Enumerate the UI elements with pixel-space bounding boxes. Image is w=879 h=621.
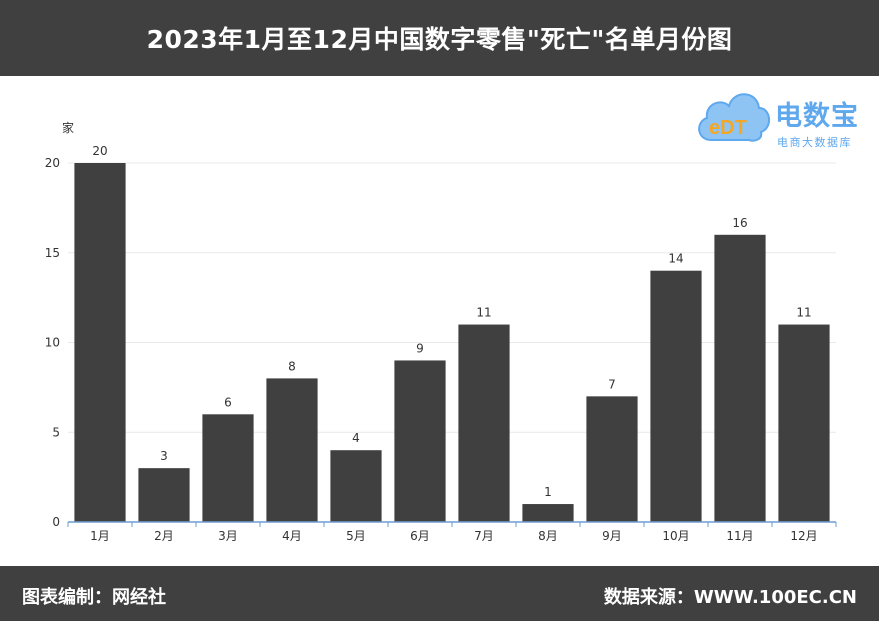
bar (330, 450, 382, 522)
y-tick-label: 5 (52, 425, 60, 439)
bar (138, 468, 190, 522)
y-axis-unit-label: 家 (62, 120, 74, 135)
x-tick-label: 8月 (538, 529, 558, 543)
bar (394, 360, 446, 522)
y-tick-label: 10 (45, 336, 60, 350)
bar-value-label: 9 (416, 341, 424, 355)
bar-value-label: 20 (92, 144, 107, 158)
bar-value-label: 4 (352, 431, 360, 445)
bar-value-label: 7 (608, 377, 616, 391)
bar (778, 324, 830, 522)
logo-mark: eDT (709, 117, 747, 139)
chart-title-bar: 2023年1月至12月中国数字零售"死亡"名单月份图 (0, 0, 879, 76)
x-tick-label: 10月 (662, 529, 689, 543)
bar (74, 163, 126, 522)
bar (458, 324, 510, 522)
x-tick-label: 9月 (602, 529, 622, 543)
bar-value-label: 8 (288, 359, 296, 373)
logo-subtext: 电商大数据库 (777, 136, 852, 149)
bar (266, 378, 318, 522)
footer-credit: 图表编制：网经社 (22, 587, 166, 608)
bar-chart: 家 0 5 10 15 20 20 1月 3 2月 6 3月 8 4月 4 5月 9 6月 11 7月 1 8月 7 9月 14… (45, 120, 837, 543)
bar (650, 270, 702, 522)
x-tick-label: 5月 (346, 529, 366, 543)
x-tick-label: 7月 (474, 529, 494, 543)
logo-text: 电数宝 (775, 101, 859, 132)
x-tick-label: 12月 (790, 529, 817, 543)
footer-bar: 图表编制：网经社 数据来源：WWW.100EC.CN (0, 566, 879, 621)
bar-value-label: 6 (224, 395, 232, 409)
footer-source: 数据来源：WWW.100EC.CN (603, 587, 857, 608)
bar-value-label: 1 (544, 485, 552, 499)
bar (586, 396, 638, 522)
x-tick-label: 4月 (282, 529, 302, 543)
x-tick-label: 11月 (726, 529, 753, 543)
bar (202, 414, 254, 522)
y-tick-label: 15 (45, 246, 60, 260)
brand-logo: eDT 电数宝 电商大数据库 (693, 82, 873, 152)
bar (522, 504, 574, 522)
x-tick-label: 1月 (90, 529, 110, 543)
cloud-logo-icon: eDT (698, 93, 770, 142)
chart-title: 2023年1月至12月中国数字零售"死亡"名单月份图 (146, 25, 733, 54)
bar-value-label: 11 (796, 306, 811, 320)
bar-value-label: 14 (668, 252, 683, 266)
bar (714, 234, 766, 523)
x-tick-label: 2月 (154, 529, 174, 543)
bar-value-label: 3 (160, 449, 168, 463)
x-tick-label: 3月 (218, 529, 238, 543)
y-tick-label: 0 (52, 515, 60, 529)
bar-value-label: 16 (732, 216, 747, 230)
x-tick-label: 6月 (410, 529, 430, 543)
bar-value-label: 11 (476, 306, 491, 320)
y-tick-label: 20 (45, 156, 60, 170)
